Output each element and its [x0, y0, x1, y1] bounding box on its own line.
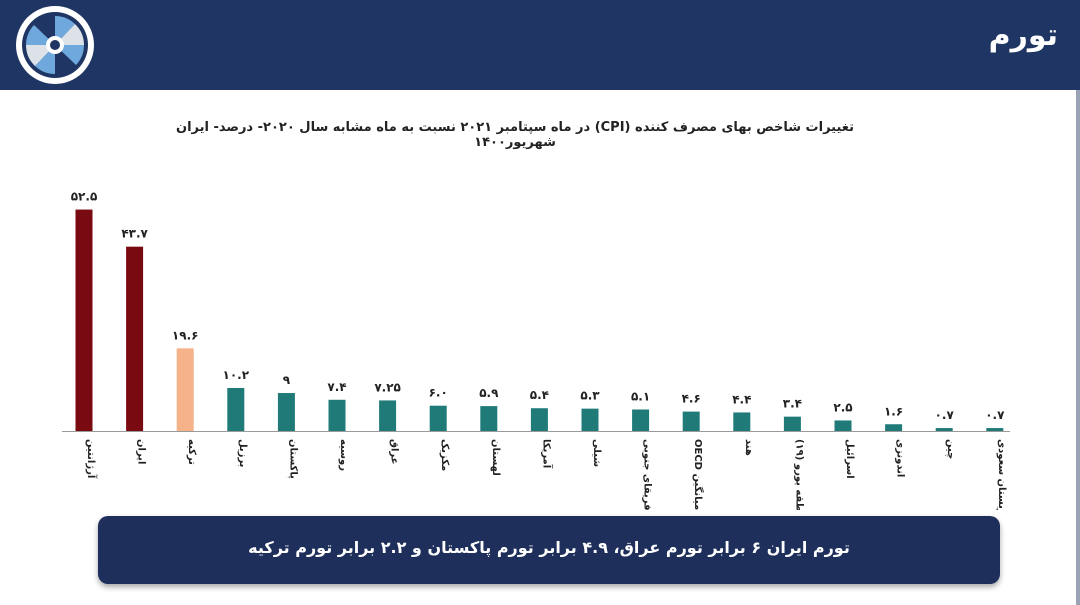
- tick-label-3: ترکیه: [186, 439, 197, 465]
- bar-12: [632, 409, 650, 431]
- bar-2: [126, 246, 144, 431]
- tick-label-16: اسرائیل: [844, 439, 855, 479]
- tick-label-17: اندونزی: [895, 439, 906, 477]
- data-label-1: ۵۲.۵: [71, 190, 98, 204]
- tick-label-8: مکزیک: [439, 439, 450, 471]
- tick-label-2: ایران: [136, 439, 147, 464]
- data-label-9: ۵.۹: [479, 386, 499, 400]
- data-label-16: ۲.۵: [833, 400, 852, 414]
- data-label-15: ۳.۴: [783, 397, 802, 411]
- bar-15: [783, 416, 801, 431]
- logo-icon: [16, 6, 94, 84]
- data-label-5: ۹: [283, 373, 291, 387]
- tick-label-1: آرژانتین: [85, 439, 98, 479]
- data-label-7: ۷.۲۵: [374, 380, 401, 394]
- data-label-4: ۱۰.۲: [223, 368, 250, 382]
- bar-13: [682, 411, 700, 431]
- tick-label-10: آمریکا: [540, 439, 553, 469]
- bar-11: [581, 408, 599, 431]
- data-label-17: ۱.۶: [884, 404, 903, 418]
- data-label-11: ۵.۳: [580, 389, 600, 403]
- tick-label-11: شیلی: [591, 439, 602, 467]
- tick-label-15: منطقه یورو (۱۹): [793, 439, 804, 510]
- bar-1: [75, 209, 93, 431]
- summary-text: تورم ایران ۶ برابر تورم عراق، ۴.۹ برابر …: [248, 538, 850, 557]
- tick-label-18: چین: [945, 439, 956, 459]
- bar-19: [986, 428, 1004, 431]
- bar-16: [834, 420, 852, 431]
- data-label-12: ۵.۱: [631, 389, 650, 403]
- data-label-6: ۷.۴: [327, 380, 346, 394]
- page-title: تورم: [988, 18, 1058, 53]
- data-label-10: ۵.۴: [530, 388, 549, 402]
- bar-14: [733, 412, 751, 431]
- tick-label-14: هند: [743, 439, 754, 456]
- bar-7: [379, 400, 397, 431]
- tick-label-6: روسیه: [338, 439, 349, 471]
- bar-10: [530, 408, 548, 431]
- tick-label-13: OECD میانگین: [692, 439, 705, 510]
- data-label-13: ۴.۶: [682, 392, 701, 406]
- tick-label-5: پاکستان: [287, 439, 298, 479]
- tick-label-12: آفریقای جنوبی: [642, 439, 655, 510]
- tick-label-7: عراق: [389, 439, 400, 464]
- bar-17: [885, 424, 903, 431]
- bar-9: [480, 406, 498, 431]
- data-label-18: ۰.۷: [935, 408, 955, 422]
- bar-8: [429, 405, 447, 431]
- bar-5: [277, 393, 295, 431]
- inflation-bar-chart: ۵۲.۵ آرژانتین ۴۳.۷ ایران ۱۹.۶ ترکیه ۱۰.۲ برزیل ۹…: [62, 190, 1010, 510]
- right-edge-border: [1076, 90, 1080, 605]
- bar-18: [935, 428, 953, 431]
- tick-label-4: برزیل: [237, 439, 248, 467]
- summary-banner: تورم ایران ۶ برابر تورم عراق، ۴.۹ برابر …: [98, 516, 1000, 584]
- bar-4: [227, 387, 245, 431]
- bar-6: [328, 399, 346, 431]
- data-label-8: ۶.۰: [429, 386, 448, 400]
- header-bar: تورم: [0, 0, 1080, 90]
- bar-3: [176, 348, 194, 431]
- tick-label-19: عربستان سعودی: [996, 439, 1007, 510]
- data-label-14: ۴.۴: [732, 392, 751, 406]
- data-label-19: ۰.۷: [985, 408, 1005, 422]
- data-label-2: ۴۳.۷: [121, 227, 148, 241]
- data-label-3: ۱۹.۶: [172, 328, 199, 342]
- chart-title: تغییرات شاخص بهای مصرف کننده (CPI) در ما…: [175, 120, 854, 150]
- tick-label-9: لهستان: [490, 439, 501, 476]
